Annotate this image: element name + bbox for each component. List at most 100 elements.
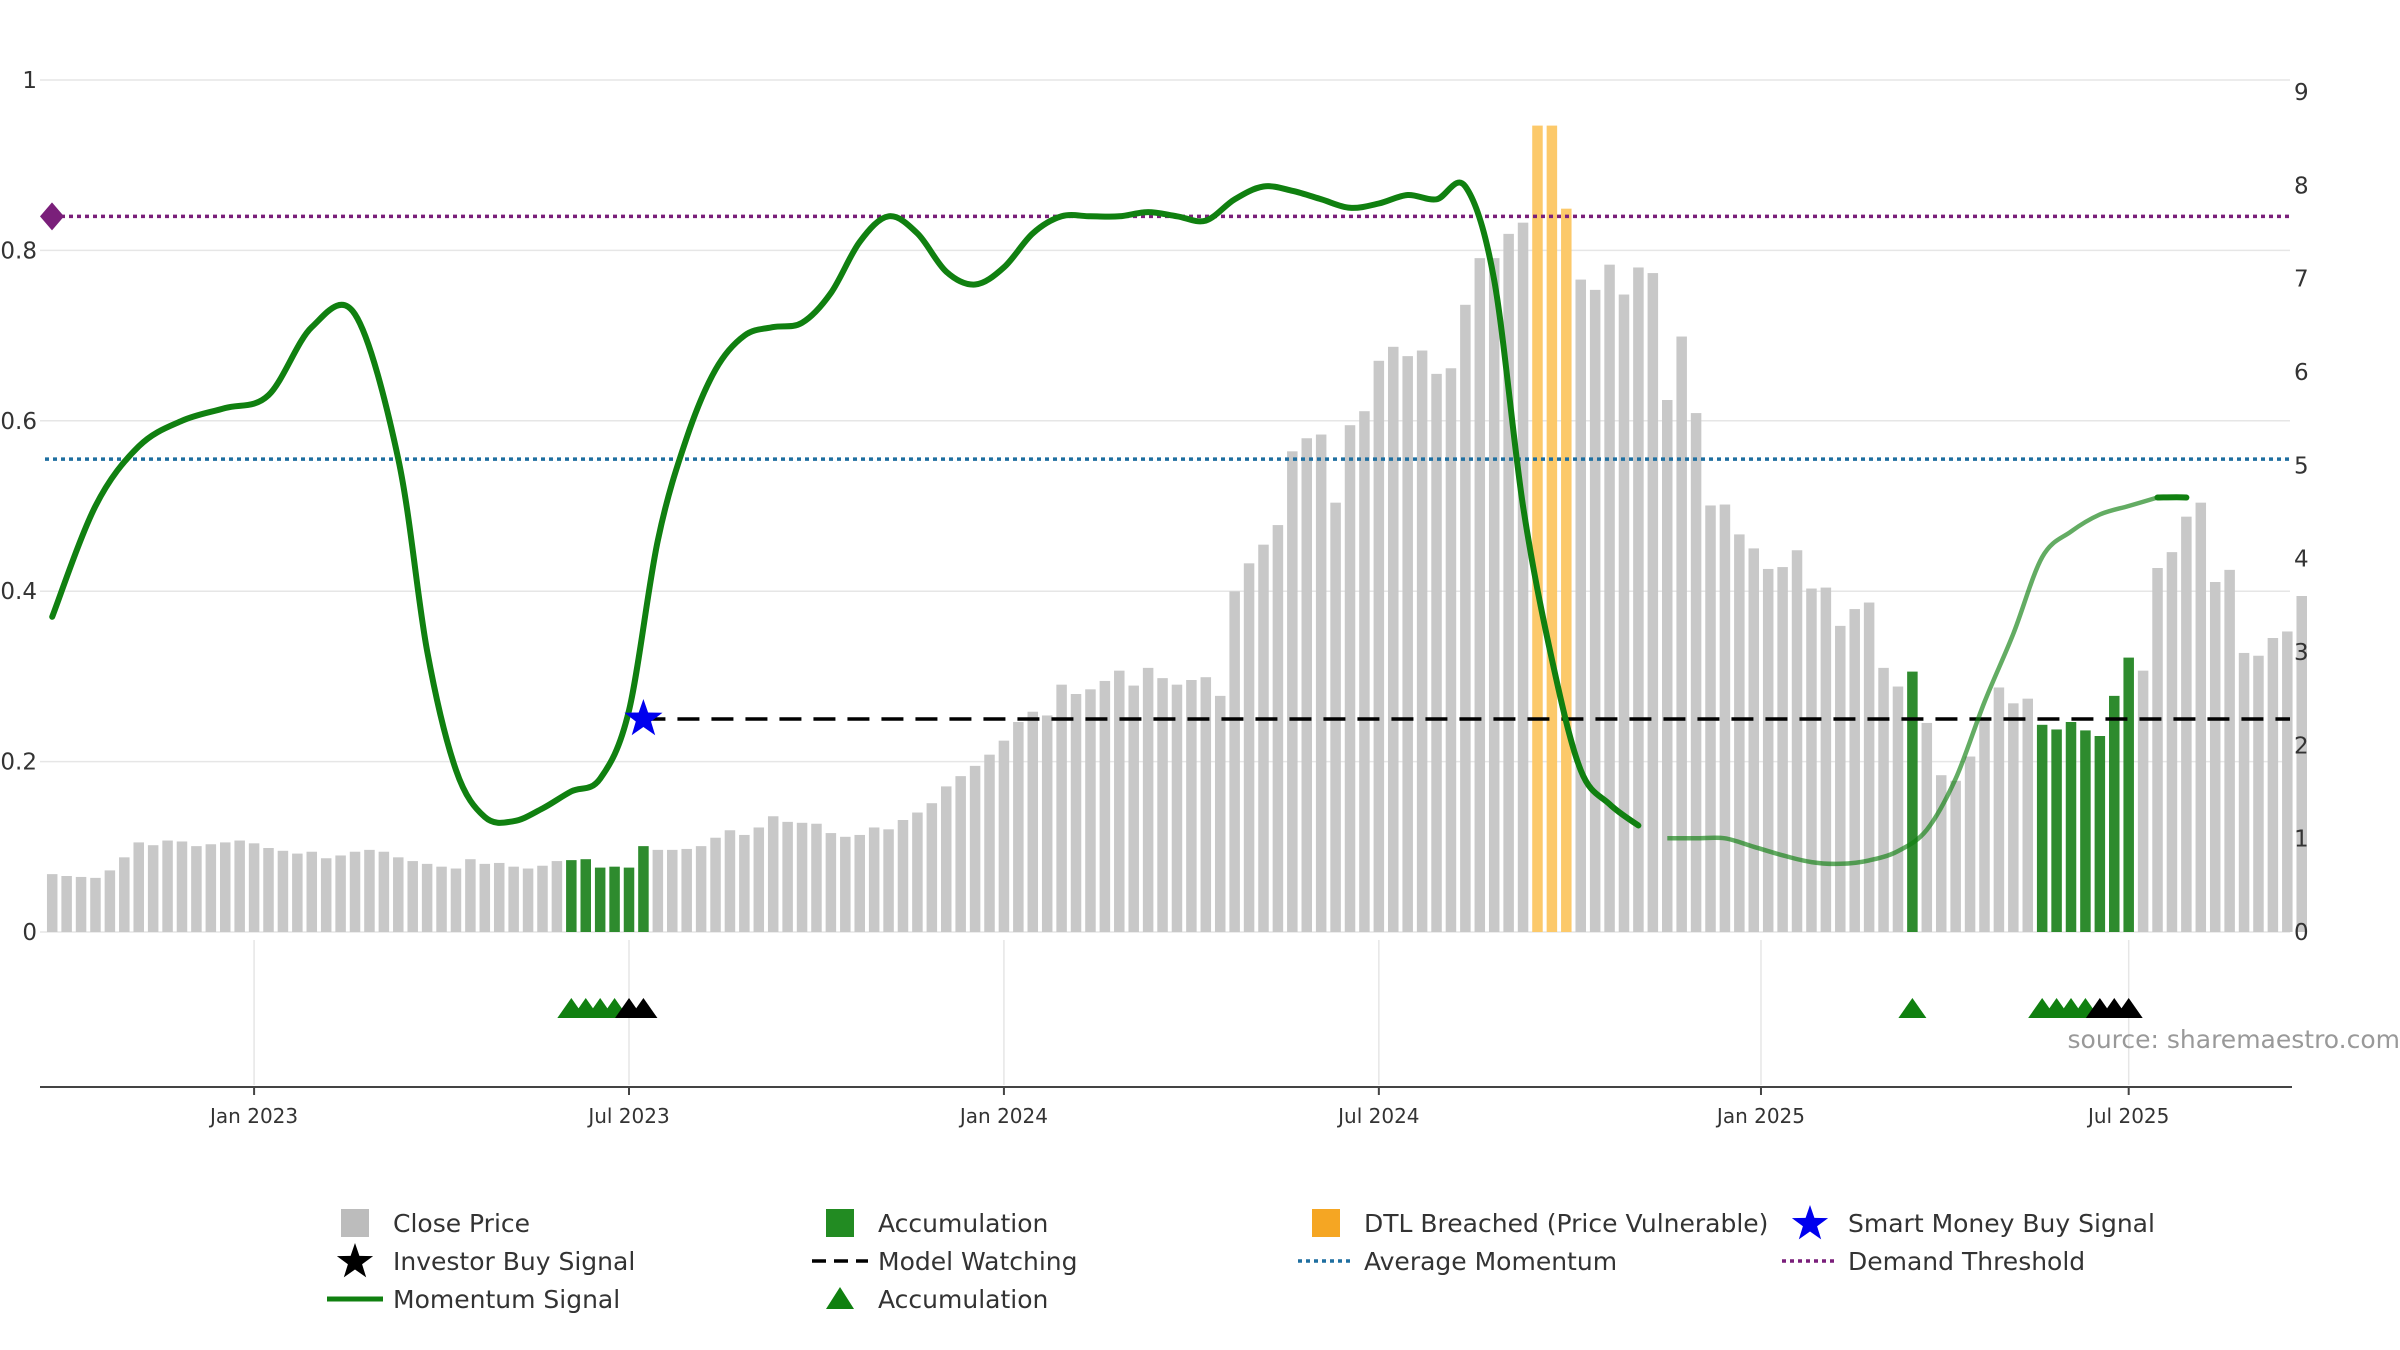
close-price-bar (508, 866, 519, 932)
close-price-bar (1762, 568, 1774, 932)
left-axis-tick-label: 1 (22, 68, 37, 94)
x-tick-label: Jan 2025 (1715, 1104, 1805, 1128)
close-price-bar (1388, 346, 1399, 932)
legend-item: Close Price (325, 1205, 530, 1241)
legend-item: Demand Threshold (1780, 1243, 2085, 1279)
close-price-bar (1748, 548, 1760, 932)
close-price-bar (537, 865, 548, 932)
axes: Jan 2023 Jul 2023 Jan 2024 Jul 2024 Jan 2025… (0, 68, 2308, 1128)
legend-label: Accumulation (878, 1208, 1049, 1238)
close-price-bar (1878, 667, 1889, 932)
close-price-bar (652, 849, 664, 932)
close-price-bar (796, 822, 808, 932)
close-price-bar (1618, 294, 1630, 932)
accumulation-bar (623, 867, 635, 932)
close-price-bar (2238, 652, 2250, 932)
close-price-bar (1027, 711, 1039, 932)
close-price-bar (205, 844, 217, 932)
accumulation-bar (2123, 657, 2134, 932)
demand-threshold-marker (40, 202, 64, 231)
close-price-bar (1085, 689, 1096, 932)
close-price-bar (1272, 525, 1284, 932)
close-price-bar (306, 851, 318, 932)
close-price-bar (1662, 400, 1673, 932)
legend-item: Accumulation (810, 1281, 1048, 1317)
close-price-bar (753, 827, 765, 932)
close-price-bar (364, 849, 375, 932)
close-price-bar (2008, 703, 2019, 932)
legend-square-icon (325, 1205, 385, 1241)
close-price-bar (984, 754, 995, 932)
close-price-bars (46, 125, 2307, 933)
close-price-bar (1056, 684, 1067, 932)
close-price-bar (2195, 502, 2207, 932)
close-price-bar (2181, 516, 2192, 932)
legend-label: Average Momentum (1364, 1246, 1618, 1276)
close-price-bar (854, 834, 865, 932)
accumulation-triangle (1898, 998, 1927, 1018)
close-price-bar (868, 827, 880, 932)
smart-money-buy-signal-star (624, 699, 663, 736)
close-price-bar (998, 740, 1010, 932)
legend-dotted-line-icon (1780, 1243, 1840, 1279)
investor-buy-triangle (2114, 998, 2143, 1018)
close-price-bar (897, 820, 909, 932)
legend-solid-line-icon (325, 1281, 385, 1317)
close-price-bar (1373, 360, 1385, 932)
close-price-bar (1690, 413, 1702, 933)
close-price-bar (2152, 568, 2163, 932)
close-price-bar (767, 816, 779, 932)
close-price-bar (263, 848, 274, 932)
close-price-bar (162, 840, 173, 932)
close-price-bar (1633, 267, 1644, 932)
left-axis-tick-label: 0.6 (0, 409, 37, 435)
reference-lines (40, 202, 2290, 721)
legend-item: Average Momentum (1296, 1243, 1617, 1279)
close-price-bar (1128, 685, 1139, 932)
close-price-bar (551, 861, 563, 932)
close-price-bar (61, 876, 72, 932)
close-price-bar (1243, 563, 1255, 932)
close-price-bar (1344, 425, 1356, 932)
close-price-bar (1719, 504, 1731, 932)
close-price-bar (1474, 258, 1486, 933)
close-price-bar (681, 848, 692, 932)
legend-label: Momentum Signal (393, 1284, 621, 1314)
right-axis-tick-label: 5 (2294, 453, 2309, 479)
legend-label: Accumulation (878, 1284, 1049, 1314)
close-price-bar (1200, 677, 1212, 932)
investor-buy-triangle (629, 998, 658, 1018)
left-axis-tick-label: 0.8 (0, 238, 37, 264)
close-price-bar (493, 862, 505, 932)
close-price-bar (2137, 670, 2149, 932)
close-price-bar (2267, 638, 2279, 932)
close-price-bar (1431, 373, 1442, 932)
close-price-bar (335, 855, 346, 932)
close-price-bar (1964, 756, 1976, 932)
right-axis-tick-label: 9 (2294, 80, 2309, 106)
close-price-bar (1488, 258, 1500, 933)
close-price-bar (724, 830, 736, 932)
legend-item: Investor Buy Signal (325, 1243, 635, 1279)
x-tick-label: Jul 2025 (2086, 1104, 2169, 1128)
close-price-bar (811, 823, 822, 932)
close-price-bar (277, 850, 289, 932)
legend-item: Smart Money Buy Signal (1780, 1205, 2155, 1241)
legend-item: Accumulation (810, 1205, 1048, 1241)
close-price-bar (1820, 587, 1832, 932)
right-axis-tick-label: 4 (2294, 547, 2309, 573)
accumulation-bar (566, 860, 577, 932)
close-price-bar (234, 840, 245, 932)
close-price-bar (1229, 591, 1240, 932)
close-price-bar (133, 842, 144, 932)
close-price-bar (90, 877, 101, 932)
legend-label: Smart Money Buy Signal (1848, 1208, 2155, 1238)
momentum-signal-line-faded (1667, 495, 2159, 867)
close-price-bar (421, 863, 433, 932)
close-price-bar (1806, 588, 1817, 932)
close-price-bar (710, 837, 721, 932)
legend-label: Model Watching (878, 1246, 1078, 1276)
close-price-bar (191, 846, 202, 932)
close-price-bar (883, 829, 894, 932)
legend-triangle-icon (810, 1281, 870, 1317)
